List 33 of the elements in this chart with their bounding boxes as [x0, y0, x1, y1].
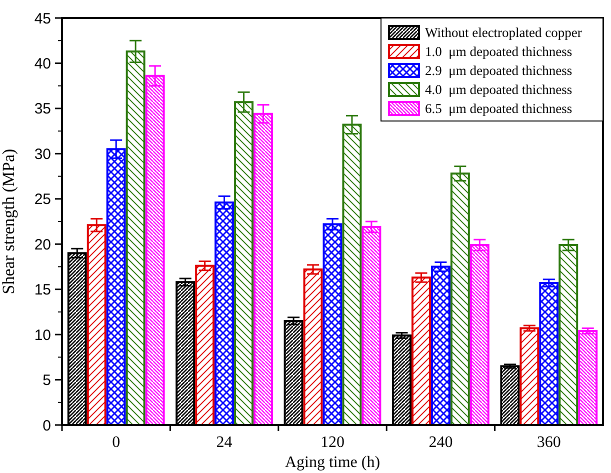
legend-label: 1.0 μm depoated thichness	[425, 44, 572, 59]
x-axis-title: Aging time (h)	[284, 454, 380, 471]
y-tick-label: 25	[34, 191, 51, 208]
x-tick-label: 0	[112, 434, 120, 451]
x-tick-label: 120	[320, 434, 344, 451]
bar	[539, 282, 559, 426]
y-tick-label: 10	[34, 326, 51, 344]
bar	[195, 264, 215, 426]
bar	[322, 223, 342, 426]
bar	[520, 327, 540, 426]
bar	[362, 226, 382, 426]
y-tick-label: 15	[34, 282, 51, 299]
legend-label: 2.9 μm depoated thichness	[425, 63, 572, 78]
legend-label: 6.5 μm depoated thichness	[425, 101, 572, 116]
x-tick-label: 240	[428, 434, 453, 451]
y-tick-label: 0	[42, 417, 51, 434]
bar	[470, 244, 490, 426]
legend-label: 4.0 μm depoated thichness	[425, 82, 572, 97]
y-tick-label: 20	[34, 236, 51, 254]
x-tick-label: 24	[216, 434, 232, 451]
bar	[578, 330, 598, 426]
bar	[558, 244, 578, 426]
bar	[411, 276, 431, 426]
bar	[430, 266, 450, 426]
legend-label: Without electroplated copper	[425, 25, 582, 40]
y-tick-label: 40	[34, 55, 51, 72]
y-tick-label: 45	[34, 10, 51, 28]
y-tick-label: 35	[34, 100, 51, 118]
y-tick-label: 30	[34, 146, 51, 163]
y-axis-title: Shear strength (MPa)	[0, 148, 18, 294]
x-tick-label: 360	[536, 434, 561, 451]
bar	[303, 268, 323, 426]
y-tick-label: 5	[42, 372, 51, 390]
